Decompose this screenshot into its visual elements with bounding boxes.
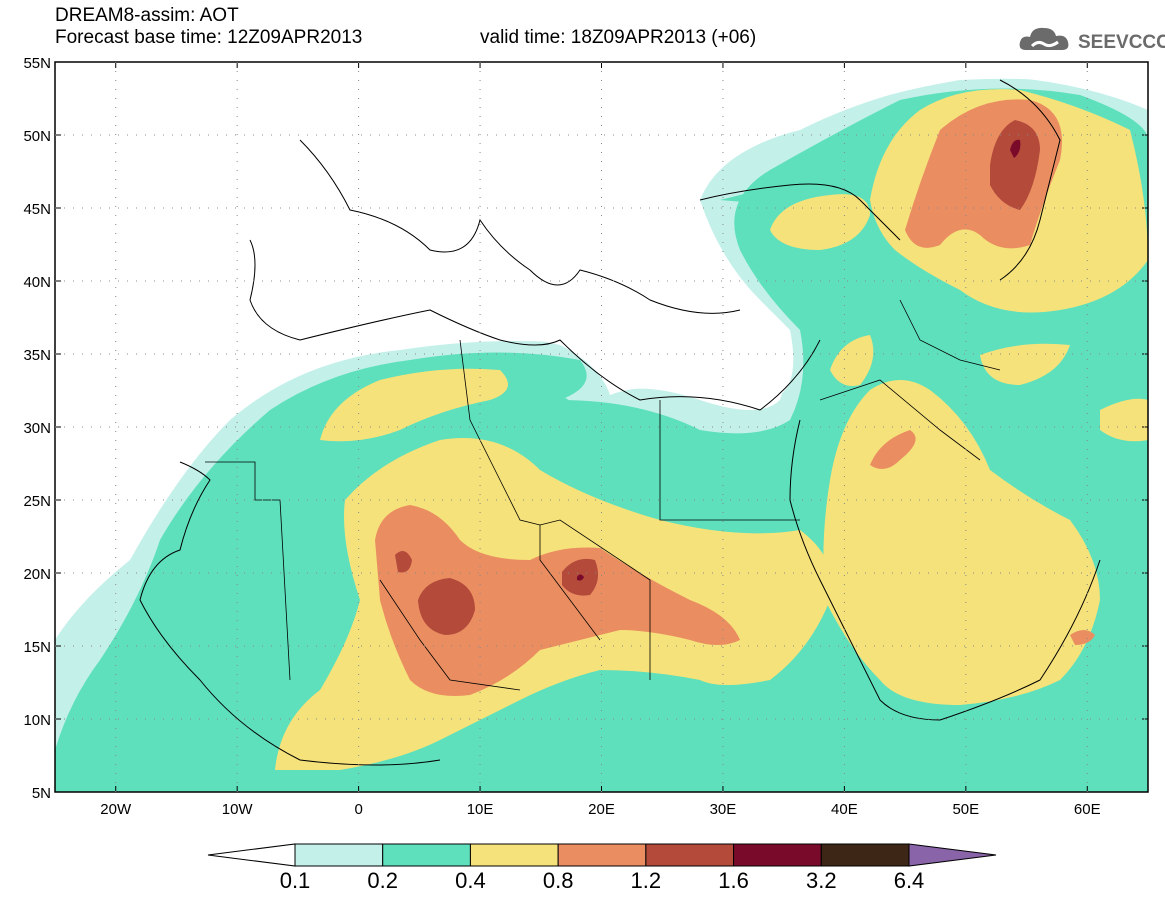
colorbar-label: 0.2 xyxy=(367,868,398,893)
colorbar-label: 1.2 xyxy=(630,868,662,893)
lon-label: 50E xyxy=(952,801,979,818)
aot-field xyxy=(55,62,1148,792)
colorbar-label: 0.1 xyxy=(279,868,311,893)
lon-label: 10W xyxy=(222,801,254,818)
contour-1-2 xyxy=(395,120,1040,635)
lon-label: 30E xyxy=(710,801,737,818)
borders xyxy=(205,299,1001,691)
lat-label: 55N xyxy=(23,55,51,72)
time-info: Forecast base time: 12Z09APR2013 valid ti… xyxy=(55,27,756,48)
lat-label: 30N xyxy=(23,420,51,437)
logo-text: SEEVCCC xyxy=(1078,32,1165,53)
colorbar-swatch xyxy=(820,843,910,867)
colorbar-swatch xyxy=(294,843,384,867)
lon-label: 40E xyxy=(831,801,858,818)
lat-label: 15N xyxy=(23,639,51,656)
colorbar-swatch xyxy=(382,843,471,867)
lat-label: 20N xyxy=(23,566,51,583)
colorbar-label: 3.2 xyxy=(805,868,837,893)
lon-label: 10E xyxy=(467,801,494,818)
colorbar xyxy=(207,843,997,867)
colorbar-label: 0.8 xyxy=(542,868,574,893)
lat-label: 40N xyxy=(23,274,51,291)
colorbar-swatch xyxy=(733,843,822,867)
cloud-icon xyxy=(1019,27,1069,50)
valid-time: valid time: 18Z09APR2013 (+06) xyxy=(480,27,757,48)
map-title: DREAM8-assim: AOT xyxy=(55,5,239,26)
lat-label: 5N xyxy=(32,785,51,802)
lat-label: 25N xyxy=(23,493,51,510)
lon-label: 60E xyxy=(1074,801,1101,818)
colorbar-swatch xyxy=(645,843,735,867)
lon-label: 20E xyxy=(588,801,615,818)
base-time: Forecast base time: 12Z09APR2013 xyxy=(55,27,363,48)
latitude-axis: 55N 50N 45N 40N 35N 30N 25N 20N 15N 10N 5N xyxy=(23,55,1148,802)
colorbar-label: 6.4 xyxy=(893,868,925,893)
contour-1-6 xyxy=(577,139,1021,581)
lat-label: 35N xyxy=(23,347,51,364)
colorbar-label: 1.6 xyxy=(718,868,749,893)
lat-label: 10N xyxy=(23,712,51,729)
colorbar-swatch xyxy=(469,843,559,867)
lat-label: 50N xyxy=(23,128,51,145)
lon-label: 20W xyxy=(100,801,132,818)
seevccc-logo: SEEVCCC xyxy=(1018,20,1165,56)
colorbar-high-triangle xyxy=(908,843,997,867)
coastlines xyxy=(139,79,1101,766)
colorbar-swatch xyxy=(557,843,647,867)
colorbar-low-triangle xyxy=(207,843,296,867)
colorbar-label: 0.4 xyxy=(455,868,486,893)
lat-label: 45N xyxy=(23,201,51,218)
lon-label: 0 xyxy=(354,801,362,818)
